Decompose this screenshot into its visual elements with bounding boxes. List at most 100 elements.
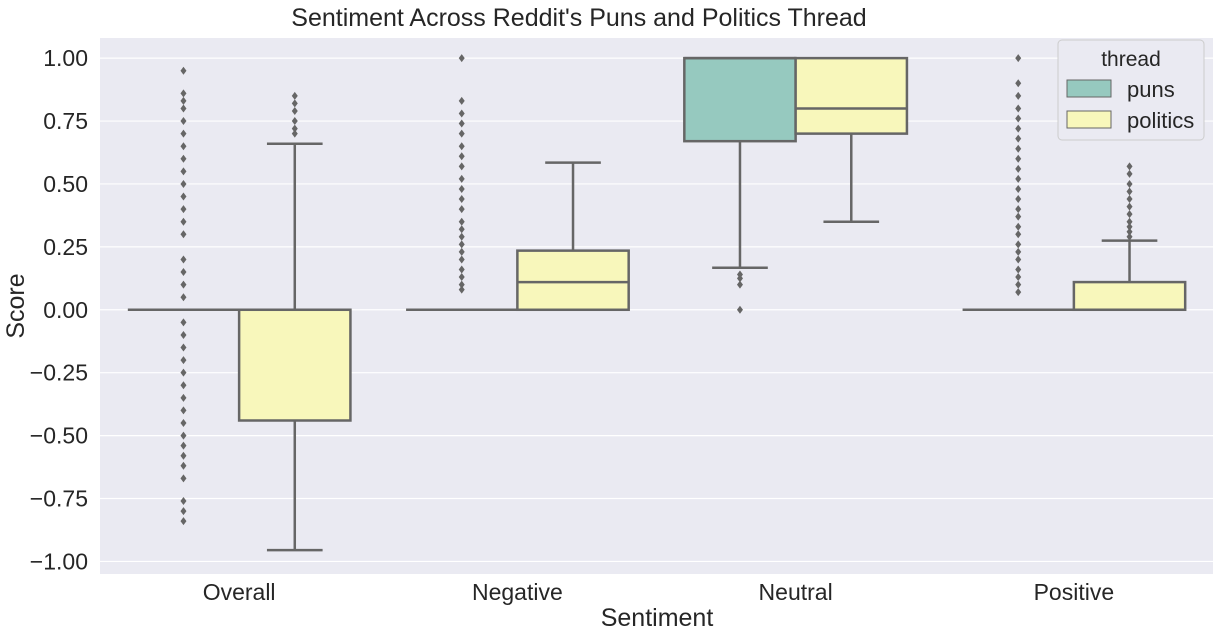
- outlier-point: [291, 117, 298, 126]
- outlier-point: [180, 255, 187, 264]
- outlier-point: [1015, 205, 1022, 214]
- outlier-point: [1126, 169, 1133, 178]
- legend: thread puns politics: [1057, 39, 1205, 141]
- outlier-point: [458, 232, 465, 241]
- outlier-point: [1015, 230, 1022, 239]
- outlier-point: [1126, 202, 1133, 211]
- outlier-point: [1015, 247, 1022, 256]
- box-body: [516, 249, 630, 312]
- outlier-point: [1126, 179, 1133, 188]
- box-politics-neutral: [794, 56, 909, 223]
- outlier-point: [458, 184, 465, 193]
- x-tick-label: Neutral: [759, 579, 833, 605]
- outlier-point: [458, 205, 465, 214]
- outlier-point: [736, 270, 743, 279]
- outlier-point: [180, 451, 187, 460]
- outlier-point: [180, 406, 187, 415]
- outlier-point: [291, 91, 298, 100]
- outlier-point: [180, 517, 187, 526]
- outlier-point: [180, 179, 187, 188]
- outlier-point: [1126, 227, 1133, 236]
- outlier-point: [180, 393, 187, 402]
- outlier-point: [458, 280, 465, 289]
- legend-title: thread: [1101, 48, 1161, 71]
- x-tick-label: Positive: [1034, 579, 1115, 605]
- outlier-point: [180, 343, 187, 352]
- outlier-point: [291, 99, 298, 108]
- y-tick-label: −0.50: [30, 423, 88, 449]
- outlier-point: [180, 230, 187, 239]
- y-tick-label: 0.75: [43, 108, 88, 134]
- outlier-point: [1126, 232, 1133, 241]
- outlier-point: [458, 119, 465, 128]
- y-tick-label: −0.25: [30, 360, 88, 386]
- box-politics-positive: [1072, 162, 1187, 312]
- outlier-point: [458, 96, 465, 105]
- y-tick-label: 0.00: [43, 297, 88, 323]
- outlier-point: [1015, 124, 1022, 133]
- outlier-point: [1015, 195, 1022, 204]
- outlier-point: [458, 129, 465, 138]
- outlier-point: [180, 507, 187, 516]
- outlier-point: [180, 268, 187, 277]
- outlier-point: [458, 109, 465, 118]
- outlier-point: [180, 381, 187, 390]
- outlier-point: [1015, 288, 1022, 297]
- y-tick-label: −1.00: [30, 548, 88, 574]
- outlier-point: [1015, 54, 1022, 63]
- outlier-point: [1015, 280, 1022, 289]
- outlier-point: [180, 419, 187, 428]
- outlier-point: [291, 129, 298, 138]
- outlier-point: [1015, 164, 1022, 173]
- outlier-point: [736, 305, 743, 314]
- outlier-point: [1015, 114, 1022, 123]
- box-politics-overall: [237, 91, 352, 552]
- outlier-point: [458, 225, 465, 234]
- plot-background: [100, 38, 1213, 574]
- outlier-point: [180, 129, 187, 138]
- boxes: [127, 54, 1187, 552]
- x-tick-labels: Overall Negative Neutral Positive: [203, 579, 1114, 605]
- outlier-point: [180, 167, 187, 176]
- legend-label-politics: politics: [1127, 108, 1194, 133]
- outlier-point: [458, 195, 465, 204]
- outlier-point: [1015, 91, 1022, 100]
- box-body: [237, 308, 352, 422]
- outlier-point: [1015, 144, 1022, 153]
- y-tick-labels: −1.00 −0.75 −0.50 −0.25 0.00 0.25 0.50 0.75 1.00: [30, 45, 88, 574]
- outlier-point: [458, 273, 465, 282]
- legend-swatch-puns: [1066, 79, 1112, 98]
- outlier-point: [180, 154, 187, 163]
- outlier-point: [180, 280, 187, 289]
- outlier-point: [180, 217, 187, 226]
- outlier-point: [1126, 195, 1133, 204]
- outlier-point: [458, 240, 465, 249]
- outlier-point: [180, 142, 187, 151]
- box-body: [794, 56, 909, 135]
- outlier-point: [1126, 222, 1133, 231]
- outlier-point: [180, 66, 187, 75]
- outlier-point: [291, 106, 298, 115]
- outlier-point: [180, 431, 187, 440]
- outlier-point: [458, 255, 465, 264]
- outlier-point: [1015, 212, 1022, 221]
- outlier-point: [458, 265, 465, 274]
- box-body: [1072, 280, 1187, 312]
- outlier-point: [458, 247, 465, 256]
- outlier-point: [1015, 104, 1022, 113]
- outlier-point: [1015, 240, 1022, 249]
- outlier-point: [180, 96, 187, 105]
- y-axis-label: Score: [2, 273, 30, 338]
- x-axis-label: Sentiment: [601, 604, 714, 632]
- outlier-point: [458, 162, 465, 171]
- x-tick-label: Negative: [472, 579, 563, 605]
- outlier-point: [1126, 217, 1133, 226]
- outlier-point: [180, 104, 187, 113]
- box-puns-overall: [127, 66, 240, 526]
- legend-swatch-politics: [1066, 110, 1112, 129]
- outlier-point: [180, 330, 187, 339]
- outlier-point: [1015, 79, 1022, 88]
- outlier-point: [458, 217, 465, 226]
- y-tick-label: 0.25: [43, 234, 88, 260]
- outlier-point: [1126, 162, 1133, 171]
